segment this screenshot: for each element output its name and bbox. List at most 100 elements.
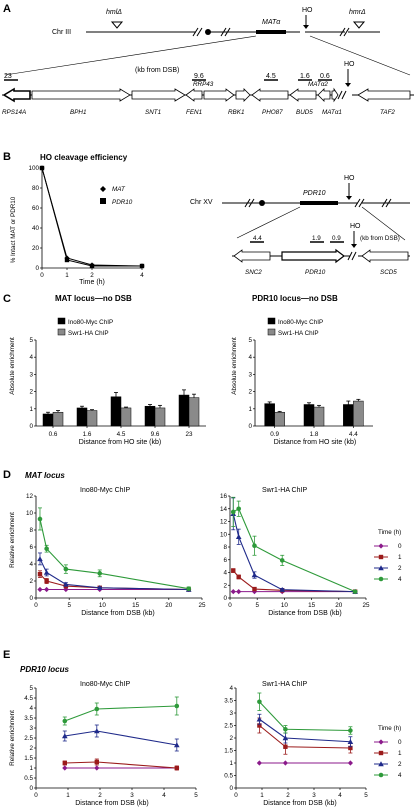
gene-rps14a [2, 87, 31, 103]
c1-ytick-label: 3 [29, 371, 33, 378]
mat-region-map: 23 (kb from DSB) 9.6 4.5 1.6 0.6 HO RRP4… [2, 61, 414, 116]
c1-ytick-label: 2 [29, 389, 33, 396]
d2-xtick-label: 25 [362, 602, 370, 609]
e2-xtick-label: 1 [260, 792, 264, 799]
legend-label-ino80: Ino80-Myc ChIP [68, 319, 113, 326]
d2-ytick-label: 12 [220, 519, 228, 526]
d2-point-2-3 [279, 586, 286, 592]
d-right-subtitle: Swr1-HA ChIP [262, 487, 307, 494]
d-locus-title: MAT locus [25, 471, 65, 480]
c-right-title: PDR10 locus—no DSB [252, 294, 338, 303]
e1-point-2-2 [174, 742, 180, 748]
e1-ytick-label: 3.5 [24, 715, 33, 722]
chr3-label: Chr III [52, 29, 71, 36]
chr15-map: Chr XV PDR10 HO [190, 175, 410, 241]
c1-xtick-label: 1.6 [83, 431, 92, 438]
e-left-xlabel: Distance from DSB (kb) [75, 800, 149, 807]
gene-label-scd5: SCD5 [380, 269, 397, 276]
e1-ytick-label: 0 [29, 785, 33, 792]
gene-bud5 [289, 88, 317, 102]
legendE-marker-2 [378, 761, 384, 767]
d2-xtick-label: 0 [228, 602, 232, 609]
legend-swatch-swr1 [57, 328, 66, 336]
b-point-PDR10-3 [139, 263, 145, 269]
legendE-label-2: 2 [398, 761, 402, 768]
d1-xtick-label: 10 [99, 602, 107, 609]
b-xtick-label: 1 [65, 272, 69, 279]
kb-note-b: (kb from DSB) [360, 235, 400, 242]
b-ytick-label: 80 [32, 185, 40, 192]
legend-label-swr1: Swr1-HA ChIP [68, 330, 109, 337]
legend-swatch-swr1-r [267, 328, 276, 336]
b-xtick-label: 2 [90, 272, 94, 279]
e-left-subtitle: Ino80-Myc ChIP [80, 681, 131, 688]
b-series-MAT [41, 167, 143, 267]
legendD-label-1: 1 [398, 554, 402, 561]
c2-bar-swr1-4.4 [353, 400, 364, 427]
e2-point-4-2 [348, 728, 353, 733]
d1-xtick-label: 0 [34, 602, 38, 609]
gene-label-mat-alpha-1: MATα1 [322, 109, 342, 116]
legendD-label-2: 2 [398, 565, 402, 572]
hmr-label: hmrΔ [349, 9, 366, 16]
gene-label-rbk1: RBK1 [228, 109, 244, 116]
d1-point-2-1 [43, 569, 50, 575]
c1-xtick-label: 9.6 [151, 431, 160, 438]
e2-point-1-2 [348, 745, 353, 751]
gene-pdr10 [281, 248, 345, 264]
c2-bar-ino80-1.8 [303, 404, 315, 427]
c-left-xlabel: Distance from HO site (kb) [79, 439, 161, 446]
d2-point-1-2 [252, 586, 257, 592]
e2-point-1-0 [257, 723, 262, 728]
dist-mark-0-6: 0.6 [320, 73, 330, 80]
legendE-marker-0 [378, 739, 384, 745]
d1-point-2-3 [96, 585, 103, 590]
e1-xtick-label: 0 [34, 792, 38, 799]
legendD-marker-4 [378, 576, 384, 582]
d1-ytick-label: 0 [29, 595, 33, 602]
e2-ytick-label: 3 [229, 710, 233, 717]
legendE-label-0: 0 [398, 739, 402, 746]
e2-point-1-1 [283, 744, 288, 749]
e1-xtick-label: 3 [130, 792, 134, 799]
chr15-label: Chr XV [190, 199, 213, 206]
ho-site-label: HO [302, 7, 313, 14]
cleavage-xlabel: Time (h) [79, 279, 105, 286]
d2-ytick-label: 6 [223, 557, 227, 564]
gene-label-bph1: BPH1 [70, 109, 86, 116]
d2-point-4-0 [230, 509, 236, 515]
d2-point-1-0 [231, 568, 236, 573]
c1-bar-ino80-9.6 [144, 405, 156, 427]
c2-ytick-label: 3 [248, 371, 252, 378]
e2-point-0-1 [282, 760, 288, 766]
d2-ytick-label: 4 [223, 570, 227, 577]
dist-mark-4-4: 4.4 [253, 235, 262, 242]
b-ytick-label: 0 [35, 265, 39, 272]
gene-pho87 [251, 88, 289, 102]
d1-point-0-0 [37, 586, 43, 593]
legend-label-mat: MAT [112, 186, 126, 193]
dist-mark-1-9: 1.9 [312, 235, 321, 242]
legendD-marker-2 [378, 565, 384, 571]
d-time-legend: Time (h) 0 1 2 4 [374, 529, 402, 583]
c1-ytick-label: 0 [29, 423, 33, 430]
e-ino80-chart: 0 0.5 1 1.5 2 2.5 3 3.5 4 4.5 5 0 1 2 3 4 5 [24, 685, 198, 799]
c1-ytick-label: 5 [29, 337, 33, 344]
b-ytick-label: 40 [32, 225, 40, 232]
panel-label-d: D [3, 469, 11, 481]
c1-bar-swr1-1.6 [86, 410, 98, 427]
d2-point-4-1 [236, 506, 242, 512]
d2-ytick-label: 0 [223, 595, 227, 602]
b-ytick-label: 60 [32, 205, 40, 212]
e1-series-4 [64, 705, 177, 722]
ho-site-label-b2: HO [350, 223, 361, 230]
e1-ytick-label: 1.5 [24, 755, 33, 762]
gene-snc2 [233, 249, 271, 263]
gene-label-rps14a: RPS14A [2, 109, 26, 116]
c1-bar-ino80-1.6 [76, 407, 88, 427]
c-left-ylabel: Absolute enrichment [9, 337, 16, 395]
c-right-legend: Ino80-Myc ChIP Swr1-HA ChIP [267, 317, 323, 337]
d-left-xlabel: Distance from DSB (kb) [81, 610, 155, 617]
d1-point-4-2 [63, 566, 69, 572]
